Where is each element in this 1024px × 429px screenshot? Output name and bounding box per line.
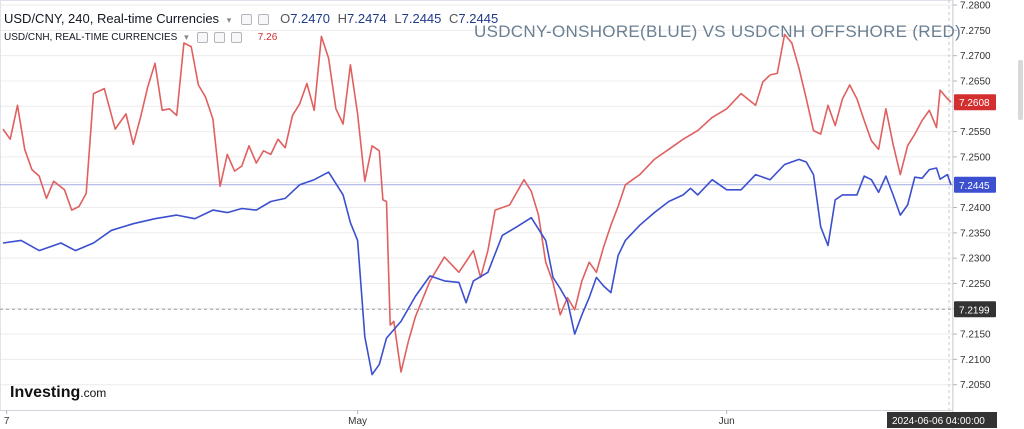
y-tick-label: 7.2050 xyxy=(960,380,991,391)
series-layer xyxy=(2,33,952,376)
settings-icon[interactable] xyxy=(214,32,226,43)
crosshair-time-tag: 2024-06-06 04:00:00 xyxy=(892,416,985,427)
legend-secondary: USD/CNH, REAL-TIME CURRENCIES ▾ 7.26 xyxy=(4,32,277,43)
logo-suffix: .com xyxy=(80,386,107,400)
y-axis: 7.20507.21007.21507.22007.22507.23007.23… xyxy=(953,1,991,391)
last-price-tag-offshore-bg xyxy=(954,94,996,111)
secondary-value: 7.26 xyxy=(257,32,278,44)
investing-logo: Investing.com xyxy=(10,384,106,402)
price-tags: 7.2608 7.2445 7.2199 2024-06-06 04:00:00 xyxy=(887,94,997,428)
chart-title: USDCNY-ONSHORE(BLUE) VS USDCNH OFFSHORE … xyxy=(474,22,962,41)
y-tick-label: 7.2250 xyxy=(960,279,991,290)
close-value: 7.2445 xyxy=(458,11,499,26)
dropdown-icon[interactable]: ▾ xyxy=(226,15,232,25)
y-tick-label: 7.2350 xyxy=(960,228,991,239)
y-tick-label: 7.2150 xyxy=(960,330,991,341)
visibility-icon[interactable] xyxy=(240,14,252,26)
crosshair-time-tag-bg xyxy=(887,412,997,428)
crosshair-price-tag-bg xyxy=(954,301,996,318)
visibility-icon[interactable] xyxy=(197,32,209,43)
y-tick-label: 7.2650 xyxy=(960,76,991,87)
right-scrollbar[interactable] xyxy=(1018,60,1023,120)
plot-border xyxy=(0,0,953,411)
legend-secondary-symbol[interactable]: USD/CNH, REAL-TIME CURRENCIES xyxy=(4,32,178,44)
dropdown-icon[interactable]: ▾ xyxy=(184,32,189,43)
series-line-usd-cnh xyxy=(2,33,952,373)
y-tick-label: 7.2100 xyxy=(960,355,991,366)
x-tick-label: May xyxy=(348,416,367,427)
high-label: H xyxy=(337,11,347,26)
settings-icon[interactable] xyxy=(258,14,270,26)
open-label: O xyxy=(280,11,291,26)
series-line-usd-cny xyxy=(2,158,952,376)
y-tick-label: 7.2750 xyxy=(960,26,991,37)
high-value: 7.2474 xyxy=(347,11,387,26)
grid-lines xyxy=(0,4,953,386)
y-tick-label: 7.2400 xyxy=(960,203,991,214)
y-tick-label: 7.2700 xyxy=(960,51,991,62)
low-value: 7.2445 xyxy=(401,11,442,26)
x-tick-label: 7 xyxy=(4,416,10,427)
close-icon[interactable] xyxy=(231,32,243,43)
x-tick-label: Jun xyxy=(719,416,735,427)
crosshair-price-tag: 7.2199 xyxy=(959,305,990,316)
close-label: C xyxy=(449,11,459,26)
y-tick-label: 7.2550 xyxy=(960,127,991,138)
y-tick-label: 7.2800 xyxy=(960,1,991,12)
last-price-tag-offshore: 7.2608 xyxy=(959,98,990,109)
y-tick-label: 7.2500 xyxy=(960,152,991,163)
low-label: L xyxy=(394,11,402,26)
x-axis: 7 May Jun xyxy=(4,410,735,427)
y-tick-label: 7.2300 xyxy=(960,254,991,265)
logo-name: Investing xyxy=(10,384,81,401)
legend-primary: USD/CNY, 240, Real-time Currencies ▾ O7.… xyxy=(4,11,498,26)
open-value: 7.2470 xyxy=(290,11,330,26)
legend-primary-symbol[interactable]: USD/CNY, 240, Real-time Currencies xyxy=(4,11,220,26)
last-price-tag-onshore-bg xyxy=(954,176,996,193)
last-price-tag-onshore: 7.2445 xyxy=(959,181,990,192)
